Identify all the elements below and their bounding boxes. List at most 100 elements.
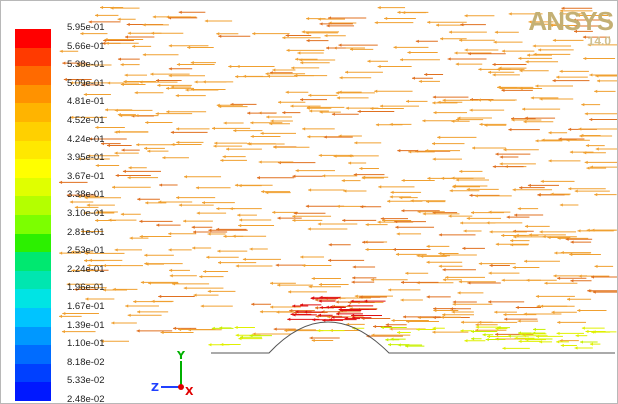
velocity-vector-head: [318, 222, 321, 225]
velocity-vector-head: [307, 135, 310, 138]
velocity-vector-head: [326, 306, 329, 309]
velocity-vector-head: [585, 161, 588, 164]
velocity-vector-head: [213, 144, 216, 147]
velocity-vector-head: [111, 321, 114, 324]
velocity-vector-head: [459, 280, 462, 283]
velocity-vector-head: [554, 251, 557, 254]
velocity-vector-head: [426, 261, 429, 264]
velocity-vector-head: [261, 190, 264, 193]
velocity-vector-head: [353, 265, 356, 268]
velocity-vector-head: [433, 111, 436, 114]
velocity-vector-head: [586, 166, 589, 169]
velocity-vector-head: [448, 215, 451, 218]
velocity-vector-head: [235, 326, 238, 329]
velocity-vector-head: [528, 184, 531, 187]
velocity-vector-head: [249, 247, 252, 250]
velocity-vector-head: [479, 262, 482, 265]
velocity-vector-head: [576, 334, 579, 337]
velocity-vector-head: [62, 62, 65, 65]
velocity-vector-head: [158, 295, 161, 298]
velocity-vector-head: [580, 340, 583, 343]
velocity-vector-head: [508, 128, 511, 131]
velocity-vector-head: [199, 275, 202, 278]
velocity-vector-head: [315, 306, 318, 309]
velocity-vector-head: [427, 177, 430, 180]
legend-tick-label: 4.81e-01: [67, 97, 105, 107]
velocity-vector-head: [336, 312, 339, 315]
velocity-vector-head: [128, 176, 131, 179]
velocity-vector-head: [502, 279, 505, 282]
velocity-vector-head: [153, 15, 156, 18]
legend-tick-label: 5.95e-01: [67, 23, 105, 33]
velocity-vector-head: [535, 84, 538, 87]
velocity-vector-head: [460, 23, 463, 26]
velocity-vector-head: [118, 58, 121, 61]
velocity-vector-head: [203, 270, 206, 273]
velocity-vector-head: [380, 104, 383, 107]
velocity-vector-head: [193, 230, 196, 233]
legend-tick-label: 3.95e-01: [67, 153, 105, 163]
velocity-vector-head: [441, 316, 444, 319]
velocity-vector-head: [342, 179, 345, 182]
legend-tick-label: 4.52e-01: [67, 116, 105, 126]
velocity-vector-head: [594, 90, 597, 93]
velocity-vector-head: [276, 264, 279, 267]
velocity-vector-head: [220, 343, 223, 346]
velocity-vector-head: [561, 251, 564, 254]
velocity-vector-head: [308, 227, 311, 230]
velocity-vector-head: [381, 217, 384, 220]
velocity-vector-head: [500, 155, 503, 158]
legend-swatch: [15, 234, 51, 253]
velocity-vector-head: [422, 119, 425, 122]
velocity-vector-head: [360, 205, 363, 208]
velocity-vector-head: [465, 48, 468, 51]
velocity-vector-head: [184, 175, 187, 178]
z-axis-label: Z: [151, 381, 159, 394]
velocity-vector-head: [535, 139, 538, 142]
legend-tick-label: 4.24e-01: [67, 135, 105, 145]
velocity-vector-head: [266, 115, 269, 118]
velocity-vector-head: [196, 186, 199, 189]
bump-wall: [211, 322, 615, 353]
velocity-vector-head: [478, 68, 481, 71]
velocity-vector-head: [259, 160, 262, 163]
velocity-vector-head: [503, 148, 506, 151]
velocity-vector-head: [454, 51, 457, 54]
velocity-vector-head: [277, 284, 280, 287]
velocity-vector-head: [557, 332, 560, 335]
velocity-vector-head: [176, 141, 179, 144]
velocity-vector-head: [519, 186, 522, 189]
velocity-vector-head: [274, 328, 277, 331]
velocity-vector-head: [95, 219, 98, 222]
velocity-vector-head: [495, 333, 498, 336]
velocity-vector-head: [436, 24, 439, 27]
velocity-vector-head: [549, 159, 552, 162]
velocity-vector-head: [135, 91, 138, 94]
velocity-vector-head: [497, 68, 500, 71]
velocity-vector-head: [243, 258, 246, 261]
velocity-vector-head: [427, 21, 430, 24]
velocity-vector-head: [553, 79, 556, 82]
velocity-vector-head: [362, 241, 365, 244]
velocity-vector-head: [449, 31, 452, 34]
velocity-vector-head: [290, 104, 293, 107]
velocity-vector-head: [297, 51, 300, 54]
velocity-vector-head: [176, 127, 179, 130]
velocity-vector-head: [291, 313, 294, 316]
legend-swatch: [15, 345, 51, 364]
velocity-vector-head: [583, 57, 586, 60]
velocity-vector-head: [150, 73, 153, 76]
velocity-vector-head: [319, 283, 322, 286]
velocity-vector-head: [359, 167, 362, 170]
velocity-vector-head: [524, 312, 527, 315]
velocity-vector-head: [567, 298, 570, 301]
velocity-vector-head: [302, 264, 305, 267]
velocity-vector-head: [423, 212, 426, 215]
velocity-vector-head: [401, 298, 404, 301]
velocity-vector-head: [568, 187, 571, 190]
legend-swatch: [15, 215, 51, 234]
velocity-vector-head: [328, 259, 331, 262]
velocity-vector-head: [438, 252, 441, 255]
velocity-vector-head: [168, 232, 171, 235]
